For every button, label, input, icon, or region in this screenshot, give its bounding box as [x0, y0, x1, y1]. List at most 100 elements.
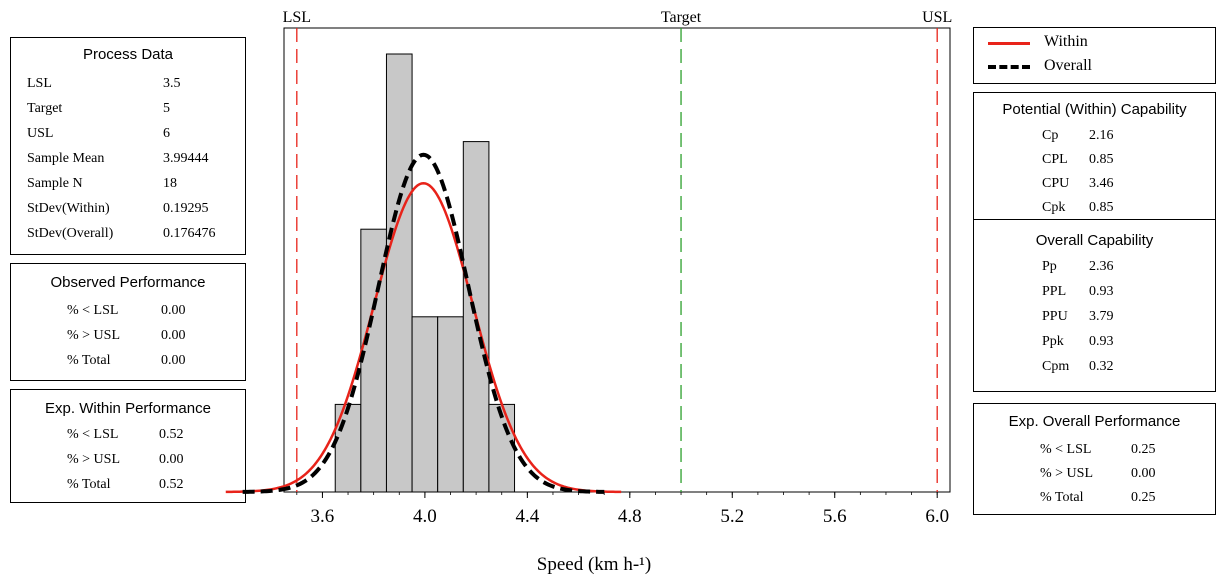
stat-value: 0.85	[1089, 200, 1114, 215]
exp-within-performance-panel: Exp. Within Performance % < LSL 0.52 % > U…	[10, 389, 246, 503]
exp-within-performance-title: Exp. Within Performance	[45, 400, 211, 417]
stat-row: % Total 0.00	[11, 353, 245, 371]
stat-value: 0.176476	[163, 226, 216, 241]
stat-row: Sample N 18	[11, 176, 245, 194]
stat-value: 18	[163, 176, 177, 191]
stat-row: USL 6	[11, 126, 245, 144]
stat-value: 0.52	[159, 427, 184, 442]
observed-performance-panel: Observed Performance % < LSL 0.00 % > USL 0…	[10, 263, 246, 381]
overall-curve	[242, 152, 605, 494]
stat-value: 0.00	[1131, 466, 1156, 481]
capability-divider	[974, 219, 1215, 220]
stat-label: StDev(Overall)	[27, 226, 114, 241]
stat-value: 0.00	[161, 353, 186, 368]
stat-row: % > USL 0.00	[974, 466, 1215, 484]
stat-label: Pp	[1042, 259, 1057, 274]
overall-capability-title: Overall Capability	[1035, 232, 1154, 249]
within-line-swatch	[988, 42, 1030, 45]
stat-label: Ppk	[1042, 334, 1064, 349]
stat-row: CPL 0.85	[974, 152, 1215, 170]
legend-within: Within	[988, 32, 1208, 52]
stat-value: 3.5	[163, 76, 181, 91]
stat-value: 0.32	[1089, 359, 1114, 374]
process-data-title: Process Data	[82, 46, 174, 63]
legend-overall-label: Overall	[1044, 57, 1092, 74]
stat-value: 2.36	[1089, 259, 1114, 274]
stat-row: LSL 3.5	[11, 76, 245, 94]
stat-row: % Total 0.25	[974, 490, 1215, 508]
stat-value: 0.00	[159, 452, 184, 467]
histogram-bar	[437, 316, 464, 493]
usl-label: USL	[922, 9, 952, 26]
stat-value: 6	[163, 126, 170, 141]
stat-label: % > USL	[67, 328, 121, 343]
stat-value: 3.79	[1089, 309, 1114, 324]
stat-row: Sample Mean 3.99444	[11, 151, 245, 169]
stat-label: CPL	[1042, 152, 1068, 167]
stat-label: Cp	[1042, 128, 1059, 143]
stat-value: 0.19295	[163, 201, 209, 216]
stat-value: 0.25	[1131, 490, 1156, 505]
exp-overall-performance-title: Exp. Overall Performance	[1008, 413, 1181, 430]
stat-row: % < LSL 0.25	[974, 442, 1215, 460]
stat-label: Sample Mean	[27, 151, 105, 166]
stat-value: 3.99444	[163, 151, 209, 166]
stat-row: Target 5	[11, 101, 245, 119]
stat-label: LSL	[27, 76, 52, 91]
stat-value: 0.85	[1089, 152, 1114, 167]
stat-label: Cpm	[1042, 359, 1070, 374]
histogram-bar	[411, 316, 439, 493]
stat-row: Cpk 0.85	[974, 200, 1215, 218]
legend-panel: Within Overall	[973, 27, 1216, 84]
histogram-bar	[488, 403, 516, 493]
stat-label: % Total	[67, 477, 111, 492]
stat-value: 3.46	[1089, 176, 1114, 191]
stat-row: PPU 3.79	[974, 309, 1215, 327]
x-tick-label: 4.0	[413, 506, 437, 527]
exp-overall-performance-panel: Exp. Overall Performance % < LSL 0.25 % > …	[973, 403, 1216, 515]
capability-panel: Potential (Within) Capability Cp 2.16 CPL 0…	[973, 92, 1216, 392]
potential-capability-title: Potential (Within) Capability	[1002, 101, 1187, 118]
target-label: Target	[661, 9, 702, 26]
stat-row: % > USL 0.00	[11, 328, 245, 346]
stat-label: StDev(Within)	[27, 201, 110, 216]
stat-label: % < LSL	[67, 427, 119, 442]
x-tick-label: 4.8	[618, 506, 642, 527]
stat-label: % < LSL	[67, 303, 119, 318]
x-axis-label: Speed (km h-¹)	[537, 554, 651, 575]
x-tick-label: 5.6	[823, 506, 847, 527]
stat-label: % > USL	[67, 452, 121, 467]
stat-value: 0.00	[161, 328, 186, 343]
observed-performance-title: Observed Performance	[50, 274, 206, 291]
lsl-label: LSL	[283, 9, 311, 26]
legend-within-label: Within	[1044, 33, 1088, 50]
stat-row: % < LSL 0.52	[11, 427, 245, 445]
legend-overall: Overall	[988, 56, 1208, 76]
stat-label: Cpk	[1042, 200, 1066, 215]
stat-label: % Total	[1040, 490, 1084, 505]
stat-row: Cpm 0.32	[974, 359, 1215, 377]
stat-row: % Total 0.52	[11, 477, 245, 495]
stat-value: 0.93	[1089, 334, 1114, 349]
stat-label: % < LSL	[1040, 442, 1092, 457]
stat-label: CPU	[1042, 176, 1070, 191]
histogram-bar	[385, 53, 413, 493]
stat-label: PPU	[1042, 309, 1068, 324]
overall-line-swatch	[988, 65, 1030, 69]
stat-row: StDev(Within) 0.19295	[11, 201, 245, 219]
stat-value: 0.00	[161, 303, 186, 318]
stat-value: 0.25	[1131, 442, 1156, 457]
stat-value: 0.93	[1089, 284, 1114, 299]
stat-label: Target	[27, 101, 63, 116]
within-curve	[225, 181, 622, 494]
stat-row: Cp 2.16	[974, 128, 1215, 146]
x-tick-label: 5.2	[720, 506, 744, 527]
stat-label: PPL	[1042, 284, 1067, 299]
stat-row: StDev(Overall) 0.176476	[11, 226, 245, 244]
x-tick-label: 6.0	[925, 506, 949, 527]
stat-label: % Total	[67, 353, 111, 368]
stat-value: 5	[163, 101, 170, 116]
stat-row: Ppk 0.93	[974, 334, 1215, 352]
stat-row: Pp 2.36	[974, 259, 1215, 277]
